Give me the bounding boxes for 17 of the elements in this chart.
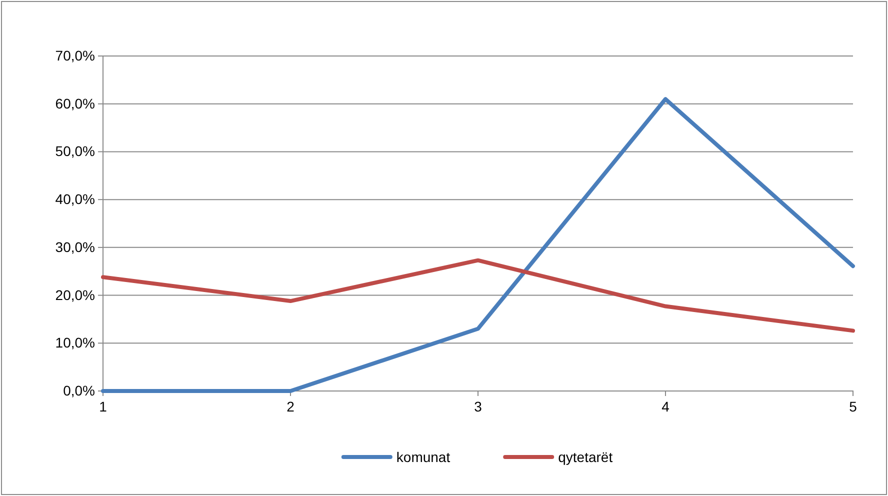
legend-label: qytetarët (558, 448, 613, 465)
x-tick-label: 3 (474, 398, 482, 415)
y-tick-label: 70,0% (55, 47, 95, 64)
y-tick-label: 60,0% (55, 95, 95, 112)
line-series (101, 97, 855, 393)
y-tick-label: 10,0% (55, 334, 95, 351)
y-tick-label: 40,0% (55, 191, 95, 208)
x-tick-label: 2 (286, 398, 295, 415)
y-tick-label: 20,0% (55, 286, 95, 303)
x-tick-label: 4 (662, 398, 670, 415)
x-tick-label: 1 (99, 398, 108, 415)
legend-label: komunat (396, 448, 450, 465)
line-series (101, 258, 855, 333)
y-tick-label: 30,0% (55, 238, 95, 255)
y-tick-label: 0,0% (63, 382, 95, 398)
y-tick-label: 50,0% (55, 143, 95, 160)
x-tick-label: 5 (849, 398, 858, 415)
